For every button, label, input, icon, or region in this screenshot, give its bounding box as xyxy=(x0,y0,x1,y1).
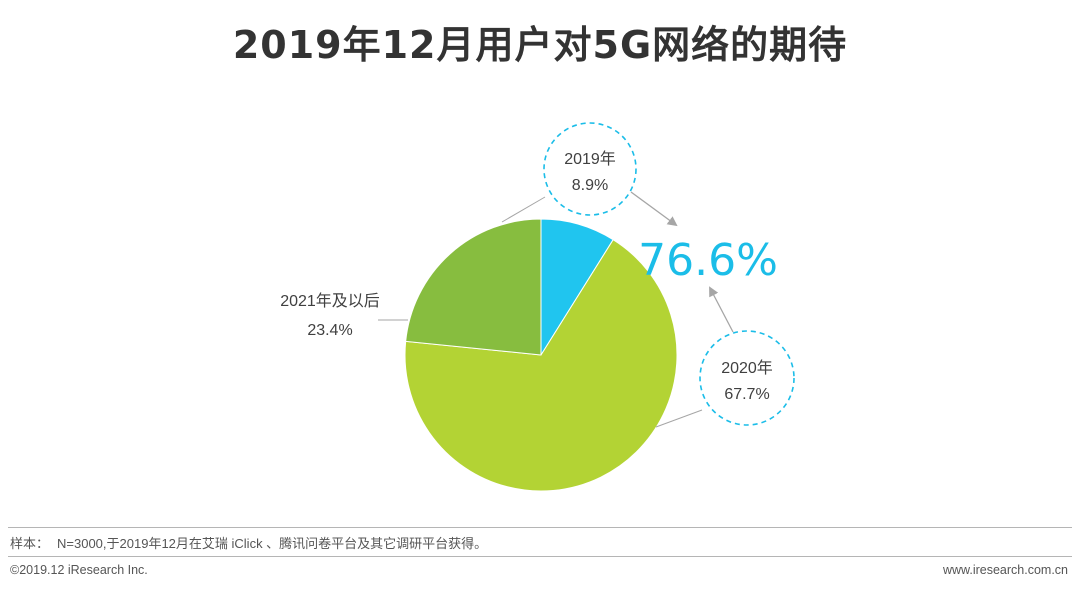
chart-title: 2019年12月用户对5G网络的期待 xyxy=(232,23,848,67)
slice-label-2021-name: 2021年及以后 xyxy=(280,292,380,310)
sample-note-label: 样本： xyxy=(10,536,50,551)
pie-slices xyxy=(404,218,678,492)
label-circle-2019 xyxy=(543,122,637,216)
footer-divider-bottom xyxy=(8,556,1072,557)
leader-line-2019 xyxy=(501,196,546,223)
arrow-2020-to-total xyxy=(709,286,734,333)
slice-label-2020-value: 67.7% xyxy=(724,386,769,403)
label-circle-2020 xyxy=(699,330,795,426)
slice-label-2019-name: 2019年 xyxy=(564,150,616,168)
copyright-text: ©2019.12 iResearch Inc. xyxy=(10,563,148,577)
arrow-2019-to-total xyxy=(630,191,678,227)
pie-slice-1 xyxy=(404,239,678,492)
slice-label-2019-value: 8.9% xyxy=(572,177,608,194)
highlight-total-value: 76.6% xyxy=(638,235,778,286)
sample-note-text: N=3000,于2019年12月在艾瑞 iClick 、腾讯问卷平台及其它调研平… xyxy=(57,536,488,551)
slice-label-2021-value: 23.4% xyxy=(307,322,352,339)
sample-note: 样本： N=3000,于2019年12月在艾瑞 iClick 、腾讯问卷平台及其它… xyxy=(10,533,487,552)
pie-slice-2 xyxy=(405,218,542,356)
footer-divider-top xyxy=(8,527,1072,528)
leader-line-2020 xyxy=(655,409,703,428)
slice-label-2020-name: 2020年 xyxy=(721,359,773,377)
website-link[interactable]: www.iresearch.com.cn xyxy=(942,563,1068,577)
